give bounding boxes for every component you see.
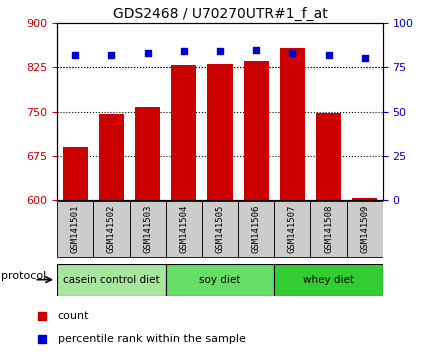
Bar [243,61,269,200]
Text: whey diet: whey diet [303,275,354,285]
Text: GSM141503: GSM141503 [143,205,152,253]
Bar [238,201,274,257]
Bar [99,114,124,200]
Text: percentile rank within the sample: percentile rank within the sample [58,334,246,344]
Bar [207,64,233,200]
Bar [135,107,160,200]
Text: GSM141504: GSM141504 [180,205,188,253]
Text: protocol: protocol [1,272,46,281]
Title: GDS2468 / U70270UTR#1_f_at: GDS2468 / U70270UTR#1_f_at [113,6,327,21]
Point [361,56,368,61]
Bar [352,198,378,200]
Bar [93,201,129,257]
Text: GSM141502: GSM141502 [107,205,116,253]
Bar [166,201,202,257]
Text: GSM141508: GSM141508 [324,205,333,253]
Bar [280,48,305,200]
Bar [274,201,311,257]
Text: GSM141507: GSM141507 [288,205,297,253]
Text: soy diet: soy diet [199,275,241,285]
Point [180,48,187,54]
Point [108,52,115,58]
Bar [166,264,274,296]
Text: GSM141506: GSM141506 [252,205,260,253]
Bar [57,264,166,296]
Point [144,50,151,56]
Bar [62,147,88,200]
Point [253,47,260,52]
Text: count: count [58,311,89,321]
Bar [129,201,166,257]
Text: casein control diet: casein control diet [63,275,160,285]
Bar [347,201,383,257]
Bar [202,201,238,257]
Bar [57,201,93,257]
Point [289,50,296,56]
Point [216,48,224,54]
Text: GSM141505: GSM141505 [216,205,224,253]
Point [72,52,79,58]
Bar [311,201,347,257]
Bar [274,264,383,296]
Bar [171,65,197,200]
Text: GSM141509: GSM141509 [360,205,369,253]
Bar [316,113,341,200]
Text: GSM141501: GSM141501 [71,205,80,253]
Point [325,52,332,58]
